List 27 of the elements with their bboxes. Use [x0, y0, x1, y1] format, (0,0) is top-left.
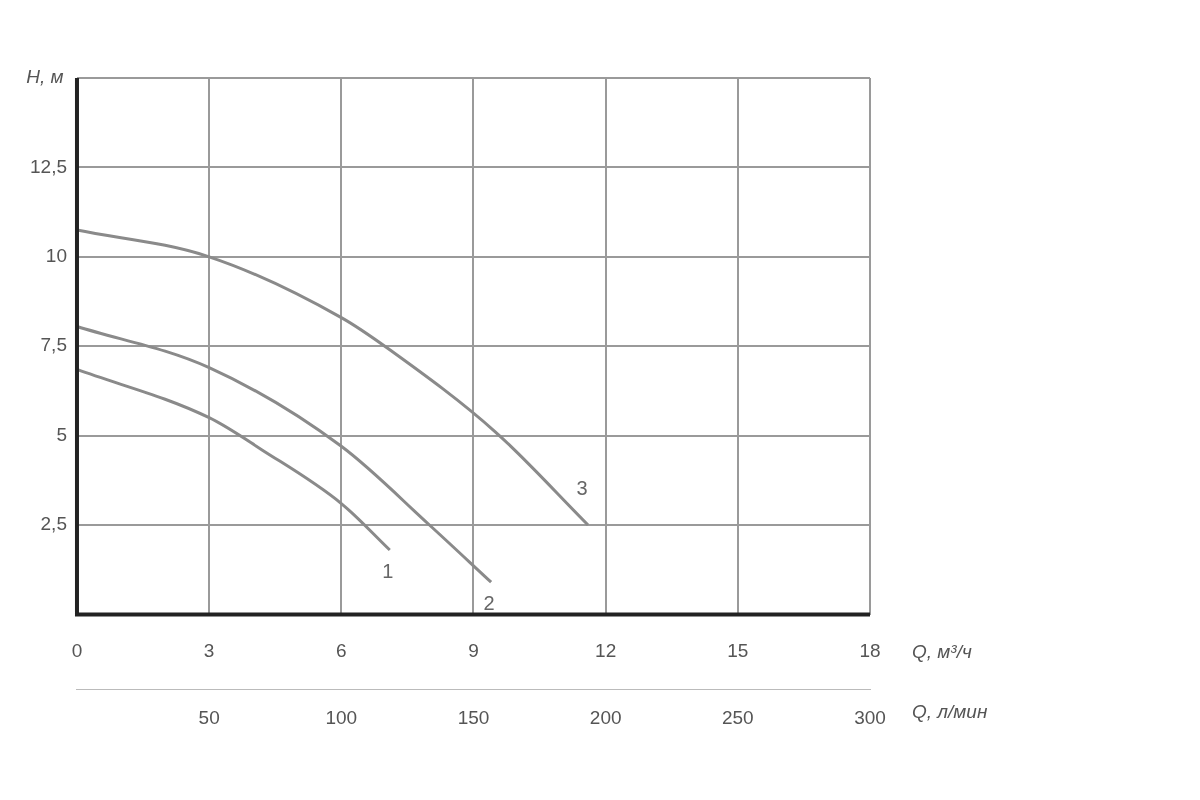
- x-tick-label: 9: [468, 640, 479, 662]
- y-tick-label: 12,5: [30, 155, 67, 177]
- x2-axis-title: Q, л/мин: [912, 701, 988, 723]
- x2-tick-label: 200: [589, 706, 622, 728]
- line-series: [76, 367, 392, 552]
- y-tick-label: 10: [45, 245, 67, 267]
- x2-tick-label: 150: [457, 706, 490, 728]
- y-axis-title: H, м: [26, 66, 64, 88]
- line-series: [76, 228, 590, 527]
- x-tick-label: 6: [336, 640, 347, 662]
- x-tick-label: 15: [727, 640, 749, 662]
- x-tick-label: 18: [859, 640, 881, 662]
- x2-tick-label: 100: [325, 706, 358, 728]
- x2-tick-label: 250: [721, 706, 754, 728]
- x-tick-label: 12: [595, 640, 617, 662]
- x-tick-label: 0: [71, 640, 83, 662]
- x2-tick-label: 300: [854, 706, 886, 728]
- series-label: 2: [483, 591, 495, 614]
- series-label: 3: [576, 476, 588, 499]
- y-tick-label: 5: [56, 423, 67, 445]
- x-axis-title: Q, м³/ч: [912, 640, 972, 662]
- x-tick-label: 3: [203, 640, 215, 662]
- series-label: 1: [382, 559, 394, 582]
- x2-tick-label: 50: [198, 706, 220, 728]
- line-series: [76, 325, 493, 584]
- y-tick-label: 7,5: [40, 334, 67, 356]
- y-tick-label: 2,5: [40, 513, 67, 535]
